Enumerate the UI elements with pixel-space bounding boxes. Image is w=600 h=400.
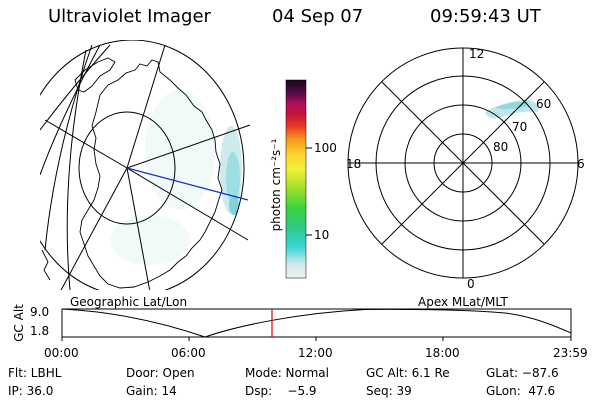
map-longitude-line bbox=[40, 44, 111, 131]
map-latitude-circle bbox=[78, 111, 176, 225]
info-glat: GLat: −87.6 bbox=[486, 366, 559, 380]
polar-label-18: 18 bbox=[346, 157, 362, 171]
map-meridian bbox=[126, 124, 251, 169]
info-seq: Seq: 39 bbox=[366, 384, 412, 398]
polar-label-80: 80 bbox=[493, 140, 509, 154]
info-dsp: Dsp: −5.9 bbox=[245, 384, 317, 398]
altitude-xtick-0000: 00:00 bbox=[44, 346, 79, 360]
polar-label-70: 70 bbox=[512, 120, 528, 134]
map-meridian bbox=[44, 119, 128, 169]
info-gc-altitude: GC Alt: 6.1 Re bbox=[366, 366, 450, 380]
altitude-xtick-2359: 23:59 bbox=[553, 346, 588, 360]
map-aurora-emission bbox=[110, 90, 242, 265]
altitude-plot bbox=[61, 308, 572, 341]
polar-caption: Apex MLat/MLT bbox=[418, 295, 508, 309]
map-coastline bbox=[41, 249, 51, 281]
altitude-ytick-max: 9.0 bbox=[30, 305, 50, 319]
observation-time: 09:59:43 UT bbox=[430, 6, 541, 27]
geographic-map bbox=[40, 40, 251, 290]
polar-label-12: 12 bbox=[469, 47, 485, 61]
altitude-xtick-1200: 12:00 bbox=[298, 346, 333, 360]
map-longitude-line bbox=[40, 44, 101, 176]
map-meridian bbox=[60, 167, 128, 290]
instrument-title: Ultraviolet Imager bbox=[48, 6, 211, 27]
map-coastline bbox=[74, 57, 116, 93]
colorbar bbox=[285, 79, 307, 279]
altitude-ylabel: GC Alt bbox=[12, 304, 26, 342]
altitude-ytick-min: 1.8 bbox=[30, 324, 50, 338]
colorbar-unit-label: photon cm⁻²s⁻¹ bbox=[269, 138, 283, 232]
map-meridian bbox=[126, 167, 151, 290]
info-filter: Flt: LBHL bbox=[8, 366, 62, 380]
altitude-curve bbox=[61, 308, 572, 338]
polar-label-6: 6 bbox=[577, 157, 585, 171]
map-subsolar-line bbox=[126, 167, 249, 201]
polar-label-0: 0 bbox=[467, 277, 475, 291]
polar-plot bbox=[347, 47, 579, 279]
map-coastline bbox=[79, 59, 223, 289]
info-door: Door: Open bbox=[126, 366, 195, 380]
earth-limb bbox=[40, 40, 245, 290]
map-longitude-line bbox=[66, 49, 87, 290]
map-caption: Geographic Lat/Lon bbox=[70, 295, 188, 309]
map-longitude-line bbox=[44, 44, 93, 251]
colorbar-label-100: 100 bbox=[314, 141, 337, 155]
observation-date: 04 Sep 07 bbox=[272, 6, 364, 27]
info-ip: IP: 36.0 bbox=[8, 384, 54, 398]
colorbar-label-10: 10 bbox=[314, 228, 330, 242]
info-mode: Mode: Normal bbox=[245, 366, 329, 380]
info-glon: GLon: 47.6 bbox=[486, 384, 556, 398]
polar-label-60: 60 bbox=[536, 97, 552, 111]
polar-aurora-emission bbox=[485, 100, 539, 119]
altitude-xtick-1800: 18:00 bbox=[425, 346, 460, 360]
map-meridian bbox=[126, 167, 249, 241]
altitude-xtick-0600: 06:00 bbox=[171, 346, 206, 360]
info-gain: Gain: 14 bbox=[126, 384, 177, 398]
polar-diagonal bbox=[381, 81, 545, 245]
altitude-x-ticks bbox=[61, 337, 572, 341]
